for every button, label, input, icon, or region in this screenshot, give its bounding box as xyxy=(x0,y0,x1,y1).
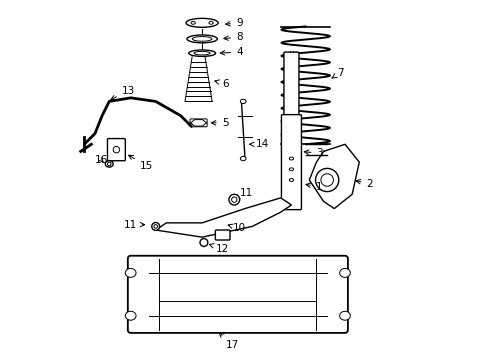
Ellipse shape xyxy=(187,35,218,43)
Ellipse shape xyxy=(232,197,237,202)
Ellipse shape xyxy=(125,311,136,320)
Ellipse shape xyxy=(289,179,294,181)
FancyBboxPatch shape xyxy=(128,256,348,333)
Ellipse shape xyxy=(229,194,240,205)
Ellipse shape xyxy=(340,269,350,277)
Text: 3: 3 xyxy=(304,148,323,158)
Ellipse shape xyxy=(209,21,213,24)
Text: 12: 12 xyxy=(209,244,229,253)
Text: 1: 1 xyxy=(306,182,322,192)
Ellipse shape xyxy=(241,157,246,161)
Ellipse shape xyxy=(316,168,339,192)
Ellipse shape xyxy=(241,99,246,104)
FancyBboxPatch shape xyxy=(215,230,230,240)
Ellipse shape xyxy=(186,18,218,27)
Text: 7: 7 xyxy=(332,68,344,78)
Text: 9: 9 xyxy=(225,18,243,28)
Ellipse shape xyxy=(289,168,294,171)
Text: 4: 4 xyxy=(220,47,243,57)
Ellipse shape xyxy=(154,225,157,228)
Polygon shape xyxy=(156,198,292,237)
Text: 17: 17 xyxy=(219,333,239,350)
Text: 8: 8 xyxy=(224,32,243,42)
Ellipse shape xyxy=(152,222,160,230)
Ellipse shape xyxy=(107,162,111,166)
Text: 10: 10 xyxy=(228,223,245,233)
Text: 5: 5 xyxy=(211,118,228,128)
FancyBboxPatch shape xyxy=(284,52,299,117)
Text: 16: 16 xyxy=(95,156,108,165)
Text: 14: 14 xyxy=(249,139,269,149)
Ellipse shape xyxy=(200,239,208,247)
Ellipse shape xyxy=(194,51,210,55)
Ellipse shape xyxy=(340,311,350,320)
Ellipse shape xyxy=(321,174,333,186)
Ellipse shape xyxy=(189,50,216,57)
Text: 15: 15 xyxy=(129,155,153,171)
Ellipse shape xyxy=(192,37,212,41)
Ellipse shape xyxy=(125,269,136,277)
Ellipse shape xyxy=(289,157,294,160)
Text: 11: 11 xyxy=(123,220,145,230)
Ellipse shape xyxy=(113,147,120,153)
Ellipse shape xyxy=(191,21,196,24)
FancyBboxPatch shape xyxy=(281,114,301,210)
FancyBboxPatch shape xyxy=(107,139,125,161)
Ellipse shape xyxy=(105,161,113,167)
Text: 2: 2 xyxy=(356,179,373,189)
FancyBboxPatch shape xyxy=(190,119,207,127)
Text: 13: 13 xyxy=(111,86,135,100)
Text: 6: 6 xyxy=(215,78,228,89)
Text: 11: 11 xyxy=(235,188,253,199)
